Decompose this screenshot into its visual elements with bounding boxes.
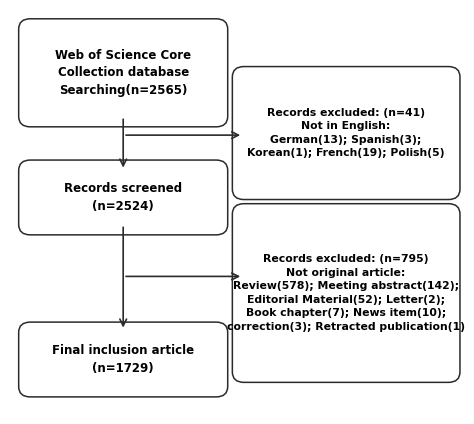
FancyBboxPatch shape — [18, 19, 228, 127]
Text: Records excluded: (n=41)
Not in English:
German(13); Spanish(3);
Korean(1); Fren: Records excluded: (n=41) Not in English:… — [247, 108, 445, 159]
FancyBboxPatch shape — [232, 204, 460, 382]
FancyBboxPatch shape — [18, 160, 228, 235]
Text: Records excluded: (n=795)
Not original article:
Review(578); Meeting abstract(14: Records excluded: (n=795) Not original a… — [227, 254, 465, 332]
Text: Web of Science Core
Collection database
Searching(n=2565): Web of Science Core Collection database … — [55, 49, 191, 97]
Text: Records screened
(n=2524): Records screened (n=2524) — [64, 182, 182, 213]
Text: Final inclusion article
(n=1729): Final inclusion article (n=1729) — [52, 344, 194, 375]
FancyBboxPatch shape — [18, 322, 228, 397]
FancyBboxPatch shape — [232, 67, 460, 200]
